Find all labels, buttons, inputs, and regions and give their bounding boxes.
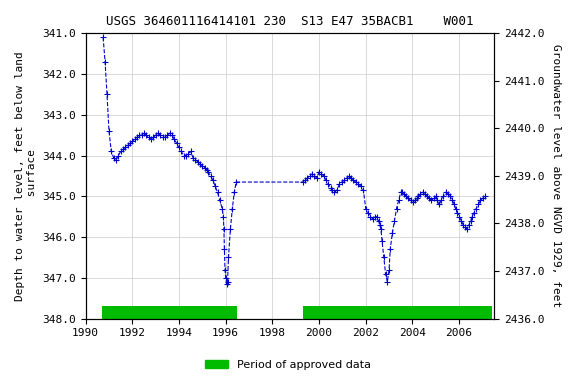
Legend: Period of approved data: Period of approved data [201, 356, 375, 375]
Y-axis label: Groundwater level above NGVD 1929, feet: Groundwater level above NGVD 1929, feet [551, 44, 561, 308]
Bar [303, 306, 492, 319]
Title: USGS 364601116414101 230  S13 E47 35BACB1    W001: USGS 364601116414101 230 S13 E47 35BACB1… [106, 15, 473, 28]
Bar [102, 306, 237, 319]
Y-axis label: Depth to water level, feet below land
 surface: Depth to water level, feet below land su… [15, 51, 37, 301]
